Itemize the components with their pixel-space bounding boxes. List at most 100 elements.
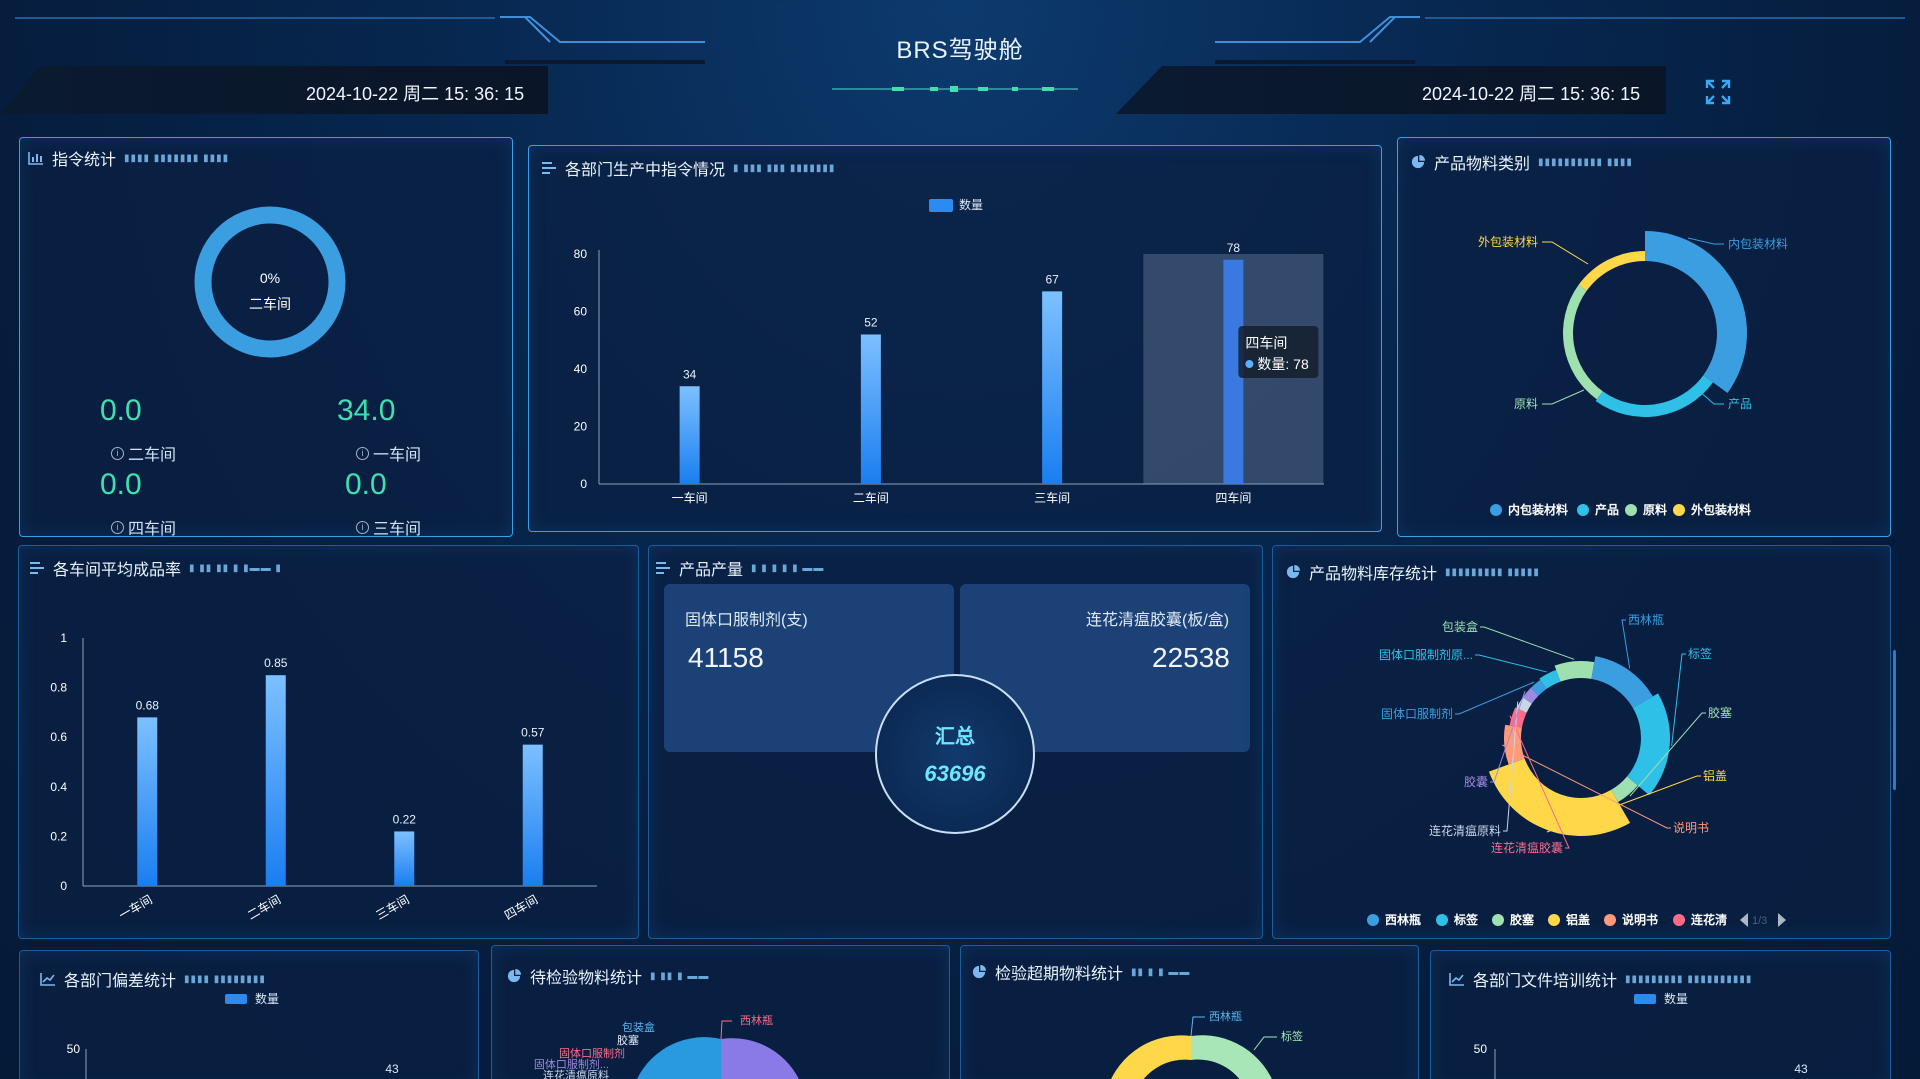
pie-slice: [1522, 687, 1539, 704]
legend-label: 数量: [959, 197, 983, 212]
label-leader-line: [1629, 712, 1706, 797]
deviation-panel: 各部门偏差统计 ▮▮▮▮ ▮▮▮▮▮▮▮▮ 数量 50 43: [19, 950, 479, 1079]
title-decoration: ▮▮▮▮ ▮▮▮▮▮▮▮ ▮▮▮▮: [124, 152, 230, 164]
legend-marker: [1492, 914, 1504, 926]
training-chart: 数量 50 43: [1474, 991, 1808, 1079]
legend-swatch: [1634, 994, 1656, 1004]
legend-marker: [1673, 914, 1685, 926]
time-band-right: [1116, 66, 1666, 114]
slice-label: 连花清瘟原料: [1429, 823, 1501, 838]
stat-label-3: i 四车间: [111, 515, 176, 539]
slice-label: 铝盖: [1703, 768, 1727, 783]
material-inventory-title-wrap: 产品物料库存统计 ▮▮▮▮▮▮▮▮▮ ▮▮▮▮▮: [1285, 560, 1540, 584]
scrollbar[interactable]: [1893, 650, 1896, 790]
output-right-label: 连花清瘟胶囊(板/盒): [1086, 612, 1230, 629]
y-tick-label: 0.8: [50, 681, 67, 695]
slice-label: 包装盒: [1442, 619, 1478, 634]
pending-inspection-title-wrap: 待检验物料统计 ▮ ▮▮ ▮ ▬▬: [506, 964, 709, 988]
bar-chart-icon: [28, 152, 43, 165]
label-leader-line: [1455, 681, 1535, 715]
pie-slice: [1595, 375, 1713, 417]
slice-label: 外包装材料: [1478, 235, 1538, 249]
stat-value-2: 34.0: [337, 394, 396, 427]
title-underline-deco: [832, 86, 1078, 92]
y-tick-label: 0: [580, 477, 587, 491]
slice-label: 胶囊: [1464, 774, 1488, 789]
title-decoration: ▮▮▮▮▮▮▮▮▮▮ ▮▮▮▮: [1538, 156, 1633, 168]
legend-label: 产品: [1595, 502, 1619, 517]
legend-marker: [1673, 504, 1685, 516]
pie-slice: [1516, 697, 1532, 713]
title-decoration: ▮ ▮ ▮ ▮ ▮ ▬▬: [751, 562, 825, 574]
x-tick-label: 一车间: [116, 892, 155, 923]
pie-slice: [1645, 231, 1747, 393]
info-icon: i: [356, 446, 369, 460]
bar: [679, 386, 700, 484]
y-tick-label: 0.2: [50, 829, 67, 843]
tooltip: [1238, 326, 1319, 378]
y-tick-label: 80: [574, 247, 588, 261]
overdue-inspection-title: 检验超期物料统计: [995, 966, 1124, 983]
slice-label: 西林瓶: [1628, 613, 1664, 627]
legend-marker: [1577, 504, 1589, 516]
bar-value-label: 52: [864, 316, 878, 330]
header-line-left: [15, 17, 495, 19]
x-tick-label: 四车间: [1215, 490, 1251, 505]
title-decoration: ▮▮▮▮▮▮▮▮▮ ▮▮▮▮▮▮▮▮▮▮: [1625, 973, 1753, 985]
title-decoration: ▮▮ ▮ ▮ ▬▬: [1131, 966, 1191, 978]
stat-label-2: i 一车间: [356, 441, 421, 465]
expand-icon[interactable]: [1705, 79, 1731, 105]
label-leader-line: [1490, 690, 1526, 783]
pie-slice: [1591, 656, 1653, 708]
bar: [394, 831, 415, 886]
deviation-title-wrap: 各部门偏差统计 ▮▮▮▮ ▮▮▮▮▮▮▮▮: [40, 967, 266, 991]
stat-value-1: 0.0: [100, 394, 142, 427]
training-title: 各部门文件培训统计: [1473, 973, 1618, 990]
pending-inspection-panel: 待检验物料统计 ▮ ▮▮ ▮ ▬▬ 包装盒 胶塞 固体口服制剂 固体口服制剂..…: [491, 945, 950, 1079]
yield-rate-chart: 0 0.2 0.4 0.6 0.8 1 0.68 一车间 0.85 二车间 0.22 三车间 0.57 四…: [50, 631, 597, 923]
pie-slice: [1539, 669, 1561, 689]
slice-label: 产品: [1728, 397, 1752, 411]
legend-marker: [1625, 504, 1637, 516]
bar-value-label: 0.68: [136, 698, 160, 712]
tooltip-title: 四车间: [1245, 335, 1287, 351]
y-tick-label: 40: [574, 362, 588, 376]
bar-value-label: 78: [1227, 241, 1241, 255]
line-chart-icon: [1449, 973, 1464, 986]
legend-swatch: [225, 994, 247, 1004]
y-tick-label: 0.6: [50, 730, 67, 744]
label-leader-line: [1475, 654, 1547, 673]
deviation-title: 各部门偏差统计: [64, 973, 177, 990]
legend-label: 数量: [1664, 991, 1688, 1006]
stat-label-4: i 三车间: [356, 515, 421, 539]
pie-chart-icon: [1286, 565, 1300, 579]
legend-label: 标签: [1453, 912, 1479, 927]
svg-text:固体口服制剂...: 固体口服制剂...: [534, 1057, 609, 1071]
legend-marker: [1436, 914, 1448, 926]
list-icon: [30, 562, 44, 574]
legend-marker: [1604, 914, 1616, 926]
pending-inspection-title: 待检验物料统计: [530, 970, 643, 987]
bar: [265, 675, 286, 886]
dept-production-title-wrap: 各部门生产中指令情况 ▮ ▮▮▮ ▮▮▮ ▮▮▮▮▮▮▮: [541, 156, 835, 180]
label-leader-line: [1503, 701, 1519, 832]
pager-next-icon[interactable]: [1778, 913, 1786, 927]
title-decoration: ▮▮▮▮ ▮▮▮▮▮▮▮▮: [184, 973, 266, 985]
label-leader-line: [1687, 237, 1724, 245]
y-tick-label: 20: [574, 420, 588, 434]
info-icon: i: [111, 446, 124, 460]
pager-prev-icon[interactable]: [1740, 913, 1748, 927]
datetime-left: 2024-10-22 周二 15: 36: 15: [306, 84, 525, 104]
title-decoration: ▮ ▮▮▮ ▮▮▮ ▮▮▮▮▮▮▮: [733, 162, 836, 174]
info-icon: i: [111, 520, 124, 534]
summary-label: 汇总: [935, 726, 975, 748]
svg-text:西林瓶: 西林瓶: [740, 1013, 773, 1027]
bar-value-label: 0.22: [393, 812, 417, 826]
slice-label: 标签: [1688, 646, 1712, 661]
label-leader-line: [1546, 775, 1701, 833]
legend-label: 内包装材料: [1508, 502, 1568, 517]
x-tick-label: 一车间: [672, 490, 708, 505]
page-title: BRS驾驶舱: [896, 37, 1024, 64]
